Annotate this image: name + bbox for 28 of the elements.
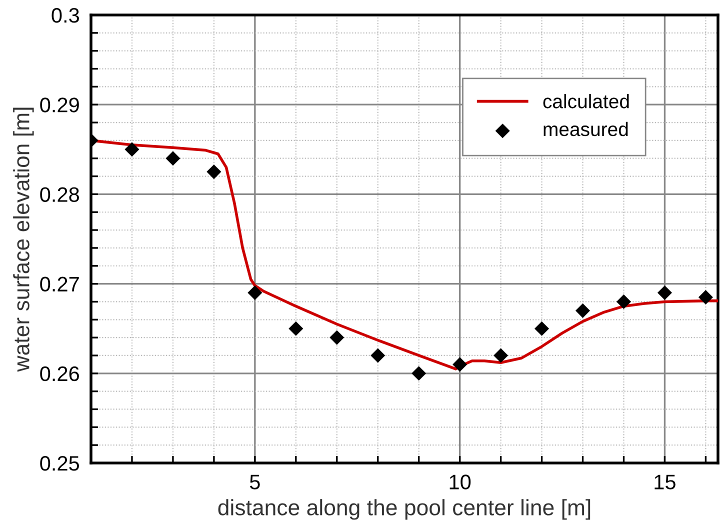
y-tick-label: 0.27 (40, 276, 79, 292)
x-tick-label: 10 (450, 474, 471, 490)
point (412, 366, 426, 381)
point (657, 285, 672, 300)
y-tick-label: 0.26 (40, 366, 79, 382)
point (370, 348, 386, 363)
y-tick-label: 0.28 (40, 187, 79, 202)
point (616, 294, 632, 310)
y-tick-label: 0.29 (40, 98, 79, 112)
point (452, 357, 468, 372)
point (534, 321, 550, 336)
point (494, 348, 508, 363)
point (206, 164, 222, 180)
y-tick-label: 0.25 (40, 456, 80, 471)
point (575, 303, 590, 318)
point (166, 151, 180, 166)
legend-label: measured (544, 122, 628, 136)
legend-label: calculated (543, 94, 629, 108)
x-tick-label: 15 (654, 474, 676, 490)
point (124, 142, 140, 157)
point (288, 321, 304, 336)
y-tick-label: 0.3 (52, 8, 79, 23)
x-tick-label: 5 (250, 474, 260, 490)
x-axis-title: distance along the pool center line [m] (218, 499, 590, 520)
point (330, 330, 344, 345)
point (248, 285, 262, 300)
y-axis-title: water surface elevation [m] (13, 108, 34, 372)
point (698, 290, 713, 305)
